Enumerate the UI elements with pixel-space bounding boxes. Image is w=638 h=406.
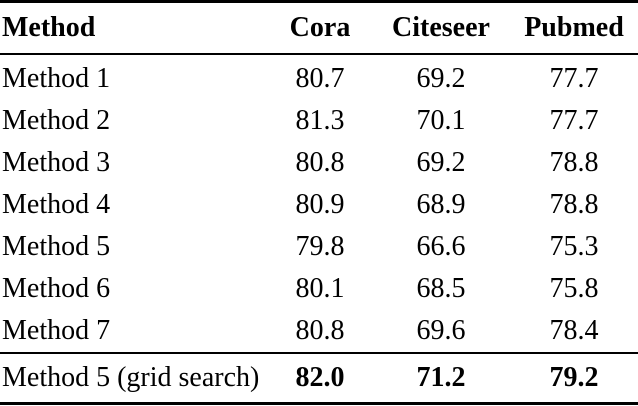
cora-value-cell: 80.9 (295, 189, 345, 220)
table-row: Method 7 80.8 69.6 78.4 (0, 310, 638, 353)
cora-value-cell: 82.0 (295, 362, 345, 393)
citeseer-value-cell: 69.6 (416, 315, 466, 346)
method-name-cell: Method 6 (2, 273, 111, 304)
pubmed-value-cell: 79.2 (549, 362, 599, 393)
cora-value-cell: 79.8 (295, 231, 345, 262)
citeseer-value-cell: 68.5 (416, 273, 466, 304)
column-header-cora: Cora (289, 12, 351, 43)
pubmed-value-cell: 75.3 (549, 231, 599, 262)
method-name-cell: Method 4 (2, 189, 111, 220)
cora-value-cell: 80.7 (295, 63, 345, 94)
citeseer-value-cell: 66.6 (416, 231, 466, 262)
citeseer-value-cell: 70.1 (416, 105, 466, 136)
column-header-pubmed: Pubmed (524, 12, 624, 43)
table-row: Method 3 80.8 69.2 78.8 (0, 142, 638, 184)
citeseer-value-cell: 69.2 (416, 63, 466, 94)
table-row: Method 1 80.7 69.2 77.7 (0, 54, 638, 100)
pubmed-value-cell: 78.4 (549, 315, 599, 346)
grid-search-row: Method 5 (grid search) 82.0 71.2 79.2 (0, 353, 638, 404)
method-name-cell: Method 2 (2, 105, 111, 136)
table-body: Method 1 80.7 69.2 77.7 Method 2 81.3 70… (0, 54, 638, 404)
citeseer-value-cell: 71.2 (416, 362, 466, 393)
cora-value-cell: 80.1 (295, 273, 345, 304)
table-row: Method 5 79.8 66.6 75.3 (0, 226, 638, 268)
table-row: Method 2 81.3 70.1 77.7 (0, 100, 638, 142)
cora-value-cell: 80.8 (295, 147, 345, 178)
table-row: Method 4 80.9 68.9 78.8 (0, 184, 638, 226)
method-name-cell: Method 7 (2, 315, 111, 346)
table-row: Method 6 80.1 68.5 75.8 (0, 268, 638, 310)
pubmed-value-cell: 78.8 (549, 189, 599, 220)
header-row: Method Cora Citeseer Pubmed (0, 2, 638, 54)
cora-value-cell: 81.3 (295, 105, 345, 136)
column-header-citeseer: Citeseer (392, 12, 490, 43)
column-header-method: Method (2, 12, 96, 43)
pubmed-value-cell: 78.8 (549, 147, 599, 178)
citeseer-value-cell: 68.9 (416, 189, 466, 220)
method-name-cell: Method 1 (2, 63, 111, 94)
pubmed-value-cell: 77.7 (549, 63, 599, 94)
method-name-cell: Method 5 (2, 231, 111, 262)
cora-value-cell: 80.8 (295, 315, 345, 346)
pubmed-value-cell: 77.7 (549, 105, 599, 136)
pubmed-value-cell: 75.8 (549, 273, 599, 304)
citeseer-value-cell: 69.2 (416, 147, 466, 178)
table-header: Method Cora Citeseer Pubmed (0, 2, 638, 54)
method-name-cell: Method 3 (2, 147, 111, 178)
method-name-cell: Method 5 (grid search) (2, 362, 260, 393)
